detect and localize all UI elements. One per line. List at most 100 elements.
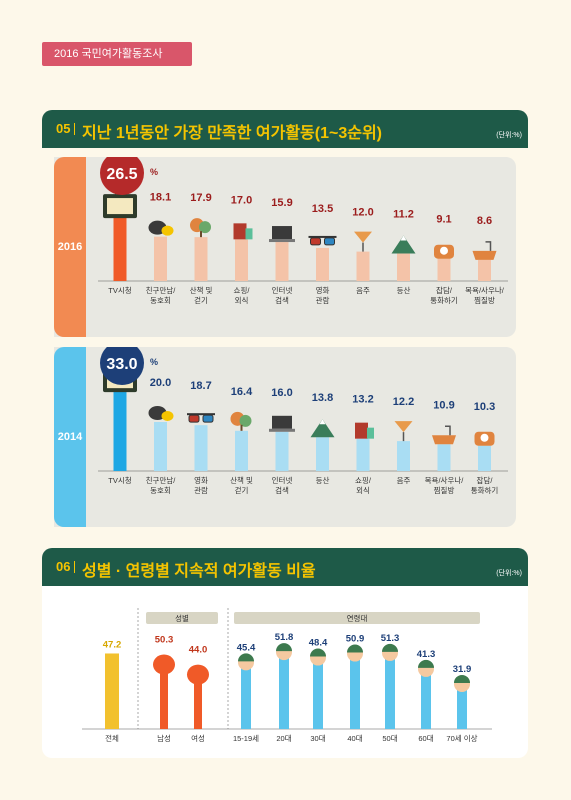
bar <box>316 437 329 471</box>
group-tab-gender <box>146 612 218 624</box>
tick-label: 걷기 <box>235 485 249 495</box>
tick-label: 검색 <box>275 295 289 305</box>
tick-label: 등산 <box>397 285 411 295</box>
bar <box>235 430 248 471</box>
bar <box>105 653 119 729</box>
mountain-icon <box>310 419 335 438</box>
value-label: 8.6 <box>477 215 492 227</box>
value-label: 17.9 <box>190 192 211 204</box>
tick-label: 쇼핑/ <box>355 475 372 485</box>
tick-label: 전체 <box>105 733 119 743</box>
group-tab-age <box>234 612 480 624</box>
tick-label: 남성 <box>157 734 171 743</box>
laptop-base <box>269 428 295 432</box>
bar <box>385 654 395 729</box>
tick-label: 등산 <box>316 475 330 485</box>
percent-label: % <box>150 167 158 177</box>
chat-icon <box>148 220 174 236</box>
chat-bubble <box>161 225 174 236</box>
unit-label: (단위:%) <box>496 570 522 577</box>
glass-bowl <box>394 421 413 433</box>
bag-body <box>355 422 368 439</box>
tub <box>472 250 497 260</box>
bar <box>113 216 127 281</box>
tick-label: 목욕/사우나/ <box>465 286 505 295</box>
hair <box>310 648 326 657</box>
hair <box>238 653 254 662</box>
bag-body <box>367 427 374 439</box>
section-number: 05 <box>56 121 71 136</box>
tick-label: 음주 <box>356 286 370 295</box>
value-label: 12.2 <box>393 396 414 408</box>
faucet <box>445 425 451 436</box>
tub <box>432 435 456 445</box>
highlight-circle <box>100 347 144 385</box>
value-label: 50.9 <box>346 634 365 645</box>
tree-crown <box>239 414 252 427</box>
laptop-icon <box>269 415 295 432</box>
value-label: 16.4 <box>231 386 253 398</box>
value-label: 33.0 <box>106 356 137 373</box>
value-label: 20.0 <box>150 377 171 389</box>
bar <box>457 685 467 729</box>
tick-label: 잡담/ <box>477 475 494 485</box>
tick-label: 통화하기 <box>430 295 458 305</box>
tick-label: 영화 <box>316 285 330 295</box>
section-title: 성별 · 연령별 지속적 여가활동 비율 <box>82 563 316 580</box>
laptop-icon <box>269 226 295 243</box>
tick-label: 외식 <box>235 295 249 305</box>
section-05-header: 05 지난 1년동안 가장 만족한 여가활동(1~3순위) (단위:%) <box>42 110 528 148</box>
tick-label: 음주 <box>397 476 411 485</box>
section-number: 06 <box>56 559 71 574</box>
person-head <box>187 664 209 685</box>
value-label: 11.2 <box>393 209 414 221</box>
group-label-age: 연령대 <box>347 614 368 623</box>
lens <box>310 237 321 246</box>
mountain <box>310 419 335 438</box>
bar <box>437 258 451 281</box>
glasses-frame <box>187 413 215 416</box>
tree-crown <box>199 221 211 234</box>
highlight-circle <box>100 157 144 195</box>
laptop-base <box>269 239 295 243</box>
bag-body <box>233 223 247 240</box>
divider <box>74 123 75 135</box>
tick-label: 산책 및 <box>230 475 253 485</box>
bar <box>275 242 289 281</box>
hair <box>382 643 398 652</box>
value-label: 51.8 <box>275 632 294 643</box>
bar <box>241 664 251 729</box>
bar <box>235 239 248 281</box>
tree-icon <box>190 218 211 238</box>
laptop-screen <box>272 226 292 240</box>
lens <box>324 237 335 246</box>
bar <box>350 655 360 729</box>
bar <box>154 236 167 281</box>
section-title: 지난 1년동안 가장 만족한 여가활동(1~3순위) <box>82 125 382 142</box>
divider <box>74 561 75 573</box>
mountain <box>391 235 416 254</box>
tick-label: 인터넷 <box>272 475 293 485</box>
bar <box>313 659 323 729</box>
tick-label: 동호회 <box>150 296 171 305</box>
section-06-header: 06 성별 · 연령별 지속적 여가활동 비율 (단위:%) <box>42 548 528 586</box>
bar <box>356 251 370 281</box>
value-label: 13.5 <box>312 203 333 215</box>
tree-icon <box>230 411 252 431</box>
hair <box>418 659 434 668</box>
bar <box>194 237 208 281</box>
tick-label: TV시청 <box>108 286 131 295</box>
tick-label: 50대 <box>382 734 397 743</box>
bar <box>478 259 491 281</box>
value-label: 47.2 <box>103 639 122 650</box>
group-label-gender: 성별 <box>175 613 189 623</box>
value-label: 15.9 <box>271 197 292 209</box>
tick-label: 목욕/사우나/ <box>425 476 465 485</box>
mountain-snow <box>319 419 326 425</box>
hair <box>347 644 363 653</box>
value-label: 10.3 <box>474 401 495 413</box>
value-label: 51.3 <box>381 633 400 644</box>
bar <box>279 654 289 729</box>
bar <box>356 438 370 471</box>
